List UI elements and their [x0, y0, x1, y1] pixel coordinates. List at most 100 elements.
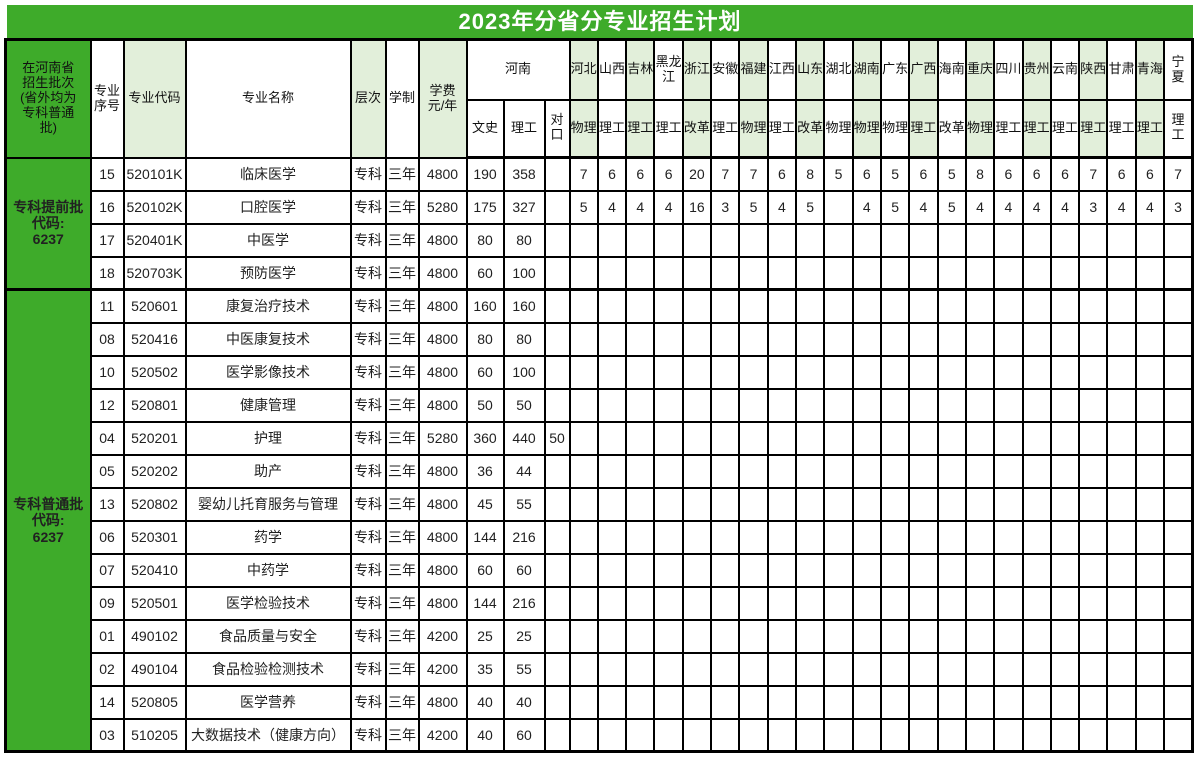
cell-province-value — [681, 222, 713, 258]
cell-province-value — [908, 717, 939, 753]
cell-province-value — [964, 552, 996, 588]
cell-province-value — [738, 288, 769, 324]
cell-province-value — [993, 585, 1024, 621]
cell-province-value — [1049, 354, 1081, 390]
cell-level: 专科 — [349, 486, 387, 522]
cell-province-value — [1163, 585, 1194, 621]
cell-province-value — [625, 354, 656, 390]
header-province-name: 广西 — [908, 38, 939, 101]
cell-province-value — [710, 288, 741, 324]
cell-province-value — [1106, 717, 1137, 753]
cell-seq: 13 — [89, 486, 125, 522]
cell-fee: 4800 — [417, 222, 468, 258]
cell-duration: 三年 — [384, 420, 420, 456]
cell-province-value — [653, 354, 684, 390]
cell-name: 口腔医学 — [184, 189, 352, 225]
cell-province-value — [795, 387, 826, 423]
cell-province-value — [653, 321, 684, 357]
cell-province-value — [964, 651, 996, 687]
cell-province-value — [766, 552, 798, 588]
cell-province-value — [879, 321, 911, 357]
cell-henan-ligong: 440 — [502, 420, 546, 456]
cell-name: 护理 — [184, 420, 352, 456]
cell-province-value — [710, 255, 741, 291]
cell-province-value: 7 — [710, 156, 741, 192]
cell-seq: 17 — [89, 222, 125, 258]
cell-fee: 4800 — [417, 321, 468, 357]
cell-province-value — [879, 684, 911, 720]
cell-province-value — [879, 519, 911, 555]
cell-province-value — [879, 585, 911, 621]
cell-province-value — [1078, 486, 1109, 522]
header-province-track: 理工 — [993, 98, 1024, 159]
header-province-track: 理工 — [1078, 98, 1109, 159]
cell-province-value — [766, 288, 798, 324]
cell-province-value — [908, 486, 939, 522]
cell-province-value: 4 — [1021, 189, 1052, 225]
header-batch-column: 在河南省 招生批次 (省外均为 专科普通 批) — [4, 38, 92, 159]
cell-province-value — [1163, 453, 1194, 489]
header-henan-sub: 对口 — [543, 98, 571, 159]
cell-province-value — [1134, 486, 1166, 522]
cell-province-value — [936, 684, 967, 720]
cell-province-value — [568, 288, 599, 324]
cell-province-value — [851, 222, 882, 258]
cell-province-value — [766, 354, 798, 390]
cell-level: 专科 — [349, 222, 387, 258]
cell-province-value — [908, 420, 939, 456]
cell-province-value — [653, 453, 684, 489]
cell-province-value — [653, 222, 684, 258]
cell-henan-duikou — [543, 288, 571, 324]
cell-province-value: 5 — [795, 189, 826, 225]
cell-name: 食品检验检测技术 — [184, 651, 352, 687]
cell-province-value — [879, 387, 911, 423]
cell-province-value — [851, 651, 882, 687]
cell-province-value — [993, 222, 1024, 258]
cell-fee: 4800 — [417, 354, 468, 390]
cell-province-value — [625, 420, 656, 456]
header-province-track: 理工 — [1134, 98, 1166, 159]
cell-code: 520101K — [122, 156, 187, 192]
cell-province-value — [823, 453, 854, 489]
cell-name: 中医学 — [184, 222, 352, 258]
cell-code: 520401K — [122, 222, 187, 258]
cell-code: 520805 — [122, 684, 187, 720]
cell-province-value — [653, 486, 684, 522]
cell-province-value: 4 — [766, 189, 798, 225]
cell-province-value — [1078, 321, 1109, 357]
cell-province-value — [795, 651, 826, 687]
cell-province-value — [1106, 255, 1137, 291]
cell-province-value — [710, 552, 741, 588]
cell-province-value — [681, 288, 713, 324]
header-province-track: 物理 — [568, 98, 599, 159]
cell-province-value — [766, 321, 798, 357]
table-row: 13 520802 婴幼儿托育服务与管理 专科 三年 4800 45 55 — [6, 486, 1194, 522]
cell-province-value — [936, 618, 967, 654]
cell-henan-duikou — [543, 321, 571, 357]
cell-province-value — [653, 288, 684, 324]
cell-province-value — [1106, 354, 1137, 390]
cell-seq: 16 — [89, 189, 125, 225]
cell-level: 专科 — [349, 651, 387, 687]
cell-code: 520410 — [122, 552, 187, 588]
cell-province-value — [795, 453, 826, 489]
cell-province-value — [1106, 618, 1137, 654]
cell-province-value — [1078, 420, 1109, 456]
cell-henan-duikou: 50 — [543, 420, 571, 456]
cell-fee: 4200 — [417, 717, 468, 753]
cell-province-value — [568, 618, 599, 654]
cell-province-value — [908, 519, 939, 555]
cell-province-value — [936, 453, 967, 489]
cell-province-value — [738, 387, 769, 423]
table-body: 专科提前批 代码: 6237 15 520101K 临床医学 专科 三年 4800 190 358 7… — [4, 156, 1194, 753]
cell-henan-wenshi: 360 — [465, 420, 505, 456]
cell-name: 中药学 — [184, 552, 352, 588]
cell-duration: 三年 — [384, 156, 420, 192]
cell-province-value — [681, 618, 713, 654]
cell-province-value — [1021, 354, 1052, 390]
cell-fee: 4800 — [417, 519, 468, 555]
cell-province-value — [1106, 486, 1137, 522]
cell-province-value — [1106, 519, 1137, 555]
cell-province-value — [1049, 321, 1081, 357]
cell-province-value — [681, 486, 713, 522]
